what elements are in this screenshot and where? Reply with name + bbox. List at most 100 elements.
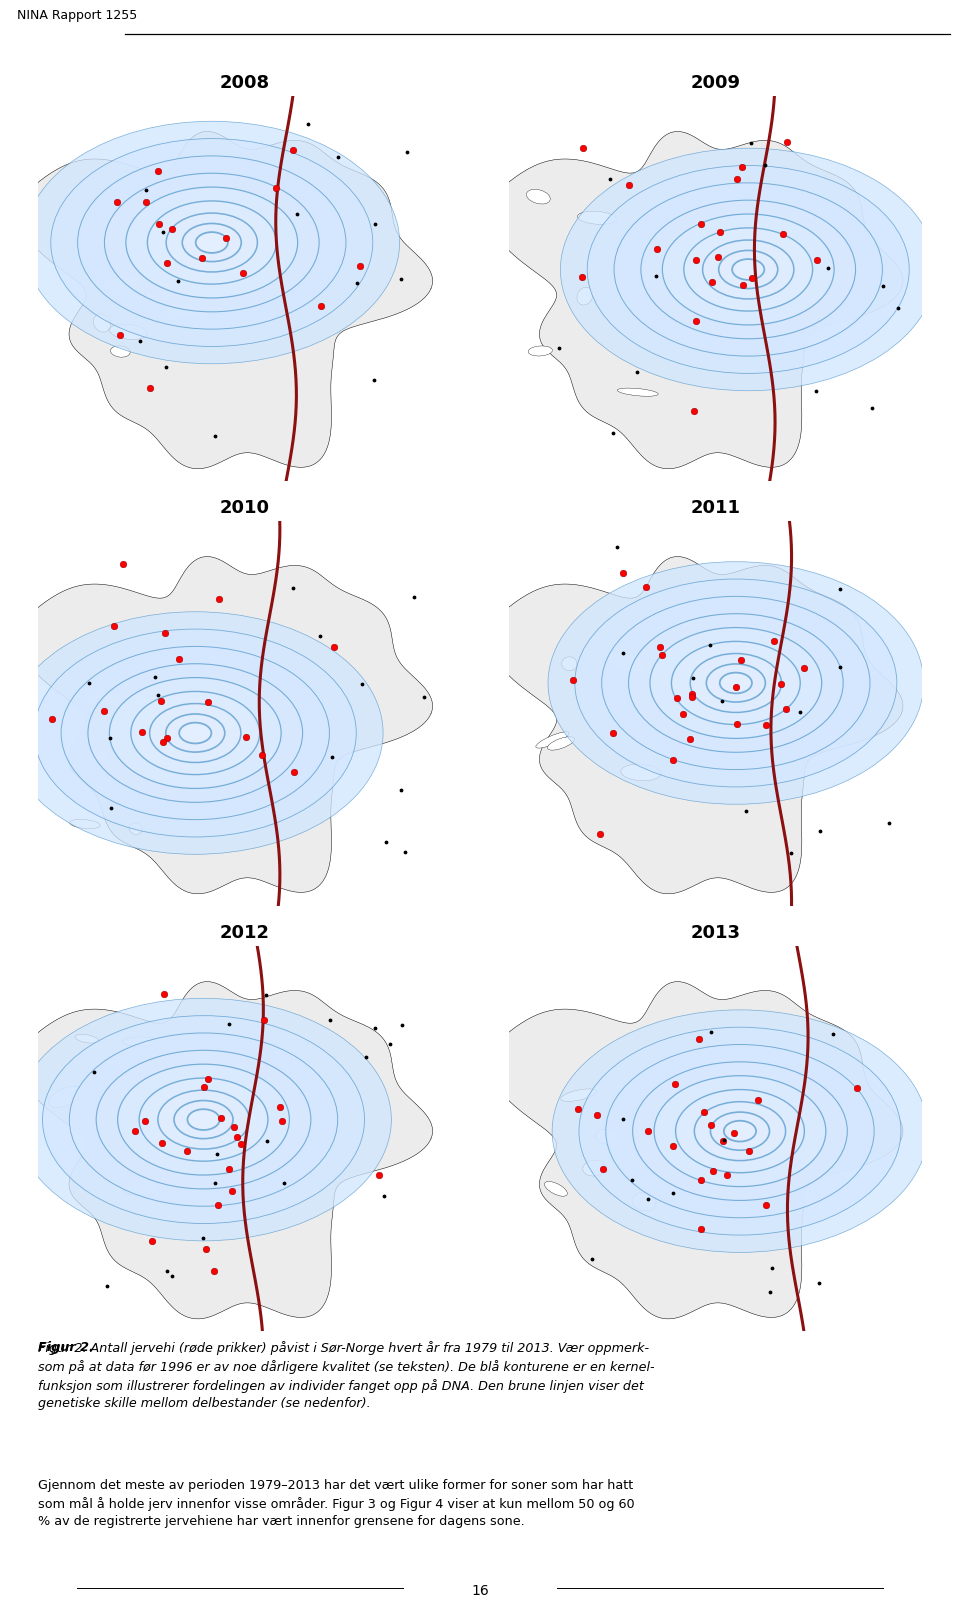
Point <box>138 176 154 202</box>
Point <box>134 720 150 746</box>
Point <box>638 574 654 600</box>
Point <box>758 1192 774 1217</box>
Ellipse shape <box>528 346 552 356</box>
Point <box>99 1274 114 1299</box>
Point <box>826 1022 841 1047</box>
Point <box>780 128 795 154</box>
Point <box>685 666 701 691</box>
Point <box>269 176 284 202</box>
Point <box>273 1094 288 1120</box>
Point <box>326 634 342 659</box>
Point <box>691 1027 707 1052</box>
Point <box>164 1264 180 1290</box>
Ellipse shape <box>633 1062 848 1200</box>
Point <box>312 624 327 650</box>
Point <box>751 1088 766 1113</box>
Point <box>796 654 811 680</box>
Point <box>156 621 172 646</box>
Point <box>865 395 880 420</box>
Ellipse shape <box>123 1177 160 1195</box>
Point <box>733 646 749 672</box>
Ellipse shape <box>662 213 834 326</box>
Ellipse shape <box>42 1015 365 1224</box>
Point <box>703 1112 718 1137</box>
Point <box>395 1012 410 1038</box>
Point <box>199 1237 214 1262</box>
Point <box>399 140 415 165</box>
Point <box>289 200 304 226</box>
Ellipse shape <box>629 614 843 752</box>
Point <box>213 1105 228 1131</box>
Ellipse shape <box>78 156 346 329</box>
Ellipse shape <box>70 820 100 829</box>
Point <box>156 982 172 1007</box>
Point <box>224 1177 239 1203</box>
Point <box>783 840 799 866</box>
Point <box>159 1258 175 1283</box>
Ellipse shape <box>732 260 764 279</box>
Ellipse shape <box>150 704 241 762</box>
Point <box>715 1128 731 1153</box>
Point <box>688 308 704 334</box>
Ellipse shape <box>552 1011 927 1253</box>
Point <box>44 706 60 731</box>
Point <box>615 640 631 666</box>
Point <box>382 1031 397 1057</box>
Ellipse shape <box>105 1059 124 1065</box>
Ellipse shape <box>690 653 781 712</box>
Point <box>726 1121 741 1147</box>
Point <box>150 682 165 707</box>
Point <box>570 1096 586 1121</box>
Point <box>719 1161 734 1187</box>
Point <box>810 247 826 273</box>
Point <box>144 1229 159 1254</box>
Ellipse shape <box>719 250 778 289</box>
Point <box>285 138 300 164</box>
Ellipse shape <box>91 693 121 704</box>
Point <box>154 688 169 714</box>
Ellipse shape <box>187 1110 220 1129</box>
Point <box>96 699 111 725</box>
Point <box>221 1011 236 1036</box>
Ellipse shape <box>131 691 259 775</box>
Point <box>684 683 700 709</box>
Point <box>154 1131 169 1156</box>
Point <box>758 712 774 738</box>
Ellipse shape <box>621 764 660 781</box>
Ellipse shape <box>182 223 241 261</box>
Ellipse shape <box>165 302 200 319</box>
Point <box>595 1156 611 1182</box>
Point <box>670 685 685 711</box>
Point <box>640 1187 656 1213</box>
Ellipse shape <box>166 714 225 752</box>
Point <box>881 810 897 836</box>
Point <box>648 263 663 289</box>
Point <box>372 1161 387 1187</box>
Point <box>654 642 669 667</box>
Text: Figur 2.: Figur 2. <box>38 1341 94 1354</box>
Text: 2009: 2009 <box>690 74 740 91</box>
Point <box>832 654 848 680</box>
Point <box>704 269 719 295</box>
Point <box>693 212 708 237</box>
Point <box>102 725 117 751</box>
Text: 2012: 2012 <box>220 924 270 942</box>
Point <box>735 273 751 298</box>
Point <box>330 144 346 170</box>
Ellipse shape <box>641 200 855 338</box>
Point <box>352 253 368 279</box>
Ellipse shape <box>579 1027 900 1235</box>
Point <box>158 354 174 380</box>
Ellipse shape <box>8 611 383 855</box>
Ellipse shape <box>166 213 257 273</box>
Point <box>688 247 704 273</box>
Polygon shape <box>19 982 433 1318</box>
Point <box>159 250 175 276</box>
Point <box>394 266 409 292</box>
Ellipse shape <box>109 324 147 340</box>
Point <box>730 711 745 736</box>
Point <box>115 552 131 577</box>
Ellipse shape <box>602 597 870 770</box>
Point <box>367 367 382 393</box>
Point <box>574 265 589 290</box>
